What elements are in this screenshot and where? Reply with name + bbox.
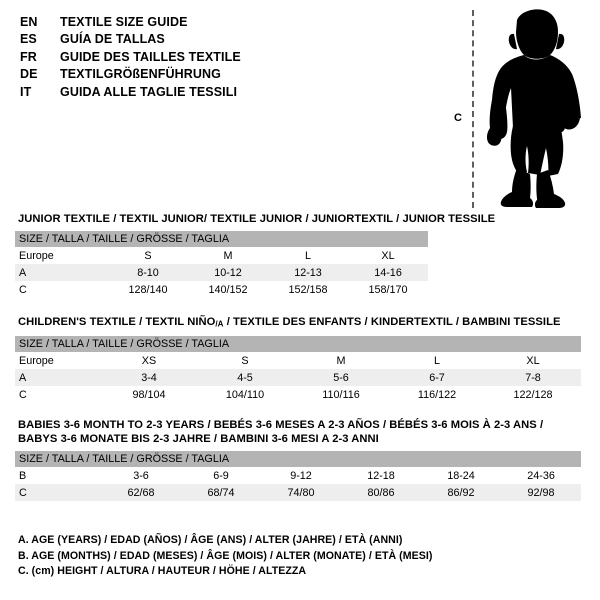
babies-section-title-line1: BABIES 3-6 MONTH TO 2-3 YEARS / BEBÉS 3-… — [18, 419, 544, 431]
row-label: Europe — [15, 352, 101, 370]
language-row: ES GUÍA DE TALLAS — [20, 31, 420, 49]
row-label: Europe — [15, 247, 108, 264]
babies-section-title-line2: BABYS 3-6 MONATE BIS 2-3 JAHRE / BAMBINI… — [18, 433, 379, 445]
height-measure-figure: C — [450, 8, 595, 208]
babies-textile-section: BABIES 3-6 MONTH TO 2-3 YEARS / BEBÉS 3-… — [15, 418, 582, 501]
table-row: A 8-10 10-12 12-13 14-16 — [15, 264, 429, 281]
junior-textile-section: JUNIOR TEXTILE / TEXTIL JUNIOR/ TEXTILE … — [15, 212, 495, 298]
cell: S — [108, 247, 188, 264]
language-code-fr: FR — [20, 49, 37, 64]
children-section-title: CHILDREN'S TEXTILE / TEXTIL NIÑO/A / TEX… — [15, 315, 581, 331]
children-title-sub-letter: A — [217, 319, 224, 329]
cell: L — [389, 352, 485, 370]
row-label: A — [15, 369, 101, 387]
table-row: C 62/68 68/74 74/80 80/86 86/92 92/98 — [15, 484, 582, 501]
table-row: Europe XS S M L XL — [15, 352, 581, 370]
cell: 7-8 — [485, 369, 581, 387]
cell: 152/158 — [268, 281, 348, 298]
language-row: EN TEXTILE SIZE GUIDE — [20, 13, 420, 31]
cell: 68/74 — [181, 484, 261, 501]
measurement-legend: A. AGE (YEARS) / EDAD (AÑOS) / ÂGE (ANS)… — [18, 533, 432, 580]
cell: 4-5 — [197, 369, 293, 387]
table-band-header: SIZE / TALLA / TAILLE / GRÖSSE / TAGLIA — [15, 231, 429, 247]
language-title-it: GUIDA ALLE TAGLIE TESSILI — [60, 84, 238, 99]
language-row: FR GUIDE DES TAILLES TEXTILE — [20, 48, 420, 66]
cell: 122/128 — [485, 386, 581, 404]
band-header-label: SIZE / TALLA / TAILLE / GRÖSSE / TAGLIA — [15, 336, 581, 353]
cell: S — [197, 352, 293, 370]
cell: 104/110 — [197, 386, 293, 404]
legend-line-a: A. AGE (YEARS) / EDAD (AÑOS) / ÂGE (ANS)… — [18, 534, 403, 546]
children-size-table: SIZE / TALLA / TAILLE / GRÖSSE / TAGLIA … — [15, 336, 581, 404]
cell: 110/116 — [293, 386, 389, 404]
cell: M — [293, 352, 389, 370]
cell: 62/68 — [101, 484, 181, 501]
language-title-en: TEXTILE SIZE GUIDE — [60, 14, 188, 29]
children-title-slash-sub: /A — [215, 319, 224, 329]
cell: XL — [485, 352, 581, 370]
junior-section-title: JUNIOR TEXTILE / TEXTIL JUNIOR/ TEXTILE … — [18, 213, 496, 225]
cell: 5-6 — [293, 369, 389, 387]
row-label: B — [15, 467, 101, 484]
cell: M — [188, 247, 268, 264]
children-textile-section: CHILDREN'S TEXTILE / TEXTIL NIÑO/A / TEX… — [15, 315, 581, 404]
babies-size-table: SIZE / TALLA / TAILLE / GRÖSSE / TAGLIA … — [15, 451, 582, 501]
language-code-it: IT — [20, 84, 32, 99]
cell: 18-24 — [421, 467, 501, 484]
language-code-es: ES — [20, 32, 37, 47]
cell: 8-10 — [108, 264, 188, 281]
row-label: C — [15, 386, 101, 404]
language-row: DE TEXTILGRÖßENFÜHRUNG — [20, 66, 420, 84]
legend-line-c: C. (cm) HEIGHT / ALTURA / HAUTEUR / HÖHE… — [18, 565, 307, 577]
cell: 74/80 — [261, 484, 341, 501]
language-row: IT GUIDA ALLE TAGLIE TESSILI — [20, 83, 420, 101]
height-measure-label: C — [454, 112, 462, 124]
language-title-fr: GUIDE DES TAILLES TEXTILE — [60, 49, 241, 64]
children-title-part1: CHILDREN'S TEXTILE / TEXTIL NIÑO — [18, 316, 216, 328]
language-header: EN TEXTILE SIZE GUIDE ES GUÍA DE TALLAS … — [20, 13, 420, 101]
cell: 10-12 — [188, 264, 268, 281]
band-header-label: SIZE / TALLA / TAILLE / GRÖSSE / TAGLIA — [15, 231, 429, 247]
cell: 98/104 — [101, 386, 197, 404]
table-row: C 98/104 104/110 110/116 116/122 122/128 — [15, 386, 581, 404]
language-code-en: EN — [20, 14, 38, 29]
legend-line-b: B. AGE (MONTHS) / EDAD (MESES) / ÂGE (MO… — [18, 549, 433, 562]
band-header-label: SIZE / TALLA / TAILLE / GRÖSSE / TAGLIA — [15, 451, 582, 467]
table-row: A 3-4 4-5 5-6 6-7 7-8 — [15, 369, 581, 387]
cell: 6-9 — [181, 467, 261, 484]
table-row: C 128/140 140/152 152/158 158/170 — [15, 281, 429, 298]
junior-size-table: SIZE / TALLA / TAILLE / GRÖSSE / TAGLIA … — [15, 231, 429, 298]
cell: 6-7 — [389, 369, 485, 387]
row-label: C — [15, 281, 108, 298]
cell: 3-6 — [101, 467, 181, 484]
language-code-de: DE — [20, 67, 38, 82]
cell: 86/92 — [421, 484, 501, 501]
cell: 12-18 — [341, 467, 421, 484]
table-row: B 3-6 6-9 9-12 12-18 18-24 24-36 — [15, 467, 582, 484]
cell: 128/140 — [108, 281, 188, 298]
cell: 12-13 — [268, 264, 348, 281]
cell: 3-4 — [101, 369, 197, 387]
language-title-de: TEXTILGRÖßENFÜHRUNG — [60, 67, 221, 82]
cell: 24-36 — [501, 467, 582, 484]
cell: 80/86 — [341, 484, 421, 501]
row-label: C — [15, 484, 101, 501]
table-band-header: SIZE / TALLA / TAILLE / GRÖSSE / TAGLIA — [15, 336, 581, 353]
language-title-es: GUÍA DE TALLAS — [60, 32, 165, 47]
cell: L — [268, 247, 348, 264]
table-band-header: SIZE / TALLA / TAILLE / GRÖSSE / TAGLIA — [15, 451, 582, 467]
cell: 14-16 — [348, 264, 429, 281]
cell: XS — [101, 352, 197, 370]
height-measure-dashed-line — [472, 10, 474, 208]
cell: 92/98 — [501, 484, 582, 501]
cell: XL — [348, 247, 429, 264]
cell: 116/122 — [389, 386, 485, 404]
cell: 140/152 — [188, 281, 268, 298]
toddler-silhouette-icon — [486, 9, 581, 208]
cell: 158/170 — [348, 281, 429, 298]
cell: 9-12 — [261, 467, 341, 484]
table-row: Europe S M L XL — [15, 247, 429, 264]
children-title-part2: / TEXTILE DES ENFANTS / KINDERTEXTIL / B… — [223, 316, 561, 328]
row-label: A — [15, 264, 108, 281]
